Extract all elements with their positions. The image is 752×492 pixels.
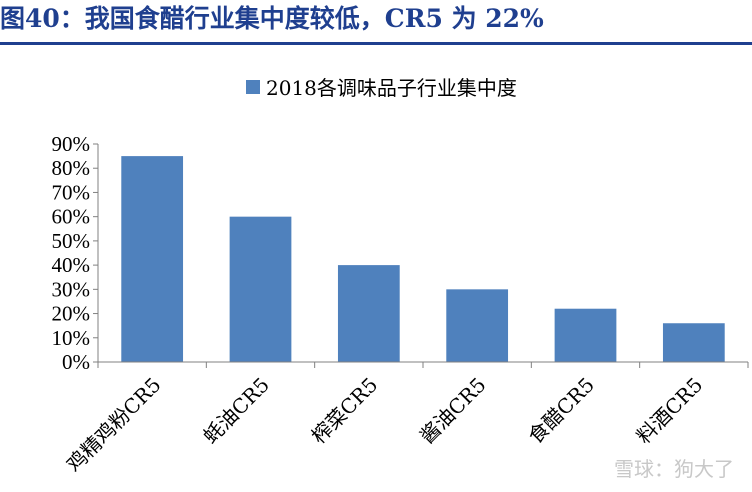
x-category-label: 料酒CR5 bbox=[632, 373, 708, 449]
bar bbox=[662, 323, 725, 362]
x-category-label: 食醋CR5 bbox=[523, 373, 599, 449]
bars bbox=[121, 156, 725, 362]
y-tick-label: 70% bbox=[52, 180, 91, 204]
bar bbox=[446, 289, 509, 362]
y-tick-label: 0% bbox=[62, 350, 90, 374]
watermark: 雪球：狗大了 bbox=[614, 457, 734, 481]
x-category-label: 榨菜CR5 bbox=[307, 373, 383, 449]
title-divider bbox=[0, 42, 752, 45]
bar bbox=[229, 216, 292, 362]
y-tick-label: 10% bbox=[52, 326, 91, 350]
bar bbox=[337, 265, 400, 362]
y-tick-label: 40% bbox=[52, 253, 91, 277]
x-category-label: 酱油CR5 bbox=[415, 373, 491, 449]
y-tick-label: 30% bbox=[52, 277, 91, 301]
y-axis: 0%10%20%30%40%50%60%70%80%90% bbox=[52, 132, 99, 374]
bar bbox=[554, 308, 617, 362]
legend-label: 2018各调味品子行业集中度 bbox=[266, 76, 517, 100]
x-category-label: 蚝油CR5 bbox=[198, 373, 274, 449]
y-tick-label: 80% bbox=[52, 156, 91, 180]
y-tick-label: 90% bbox=[52, 132, 91, 156]
legend: 2018各调味品子行业集中度 bbox=[246, 76, 517, 100]
y-tick-label: 20% bbox=[52, 302, 91, 326]
y-tick-label: 60% bbox=[52, 205, 91, 229]
y-tick-label: 50% bbox=[52, 229, 91, 253]
x-category-label: 鸡精鸡粉CR5 bbox=[62, 373, 166, 477]
bar bbox=[121, 156, 184, 362]
legend-swatch bbox=[246, 80, 260, 94]
page-title: 图40：我国食醋行业集中度较低，CR5 为 22% bbox=[0, 4, 544, 33]
